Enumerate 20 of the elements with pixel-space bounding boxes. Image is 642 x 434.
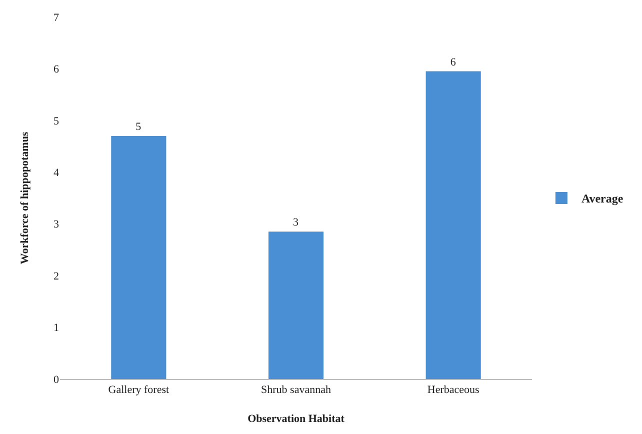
x-tick-label: Herbaceous	[427, 384, 480, 396]
data-label: 6	[450, 56, 456, 68]
y-tick-label: 7	[54, 12, 60, 24]
y-tick-label: 4	[54, 166, 60, 179]
bar	[111, 136, 166, 379]
legend-label: Average	[581, 192, 624, 206]
y-tick-label: 5	[54, 115, 60, 128]
y-tick-label: 3	[54, 218, 60, 231]
data-label: 3	[293, 216, 299, 229]
bar	[426, 71, 481, 379]
y-axis-title: Workforce of hippopotamus	[19, 131, 31, 264]
x-tick-label: Gallery forest	[108, 384, 170, 396]
bar	[268, 232, 324, 379]
y-tick-label: 0	[54, 374, 60, 386]
y-tick-label: 6	[54, 64, 60, 76]
y-tick-label: 1	[54, 322, 59, 334]
x-axis-title: Observation Habitat	[248, 413, 345, 425]
x-tick-label: Shrub savannah	[261, 384, 332, 396]
y-tick-label: 2	[54, 270, 59, 282]
data-label: 5	[136, 120, 142, 133]
